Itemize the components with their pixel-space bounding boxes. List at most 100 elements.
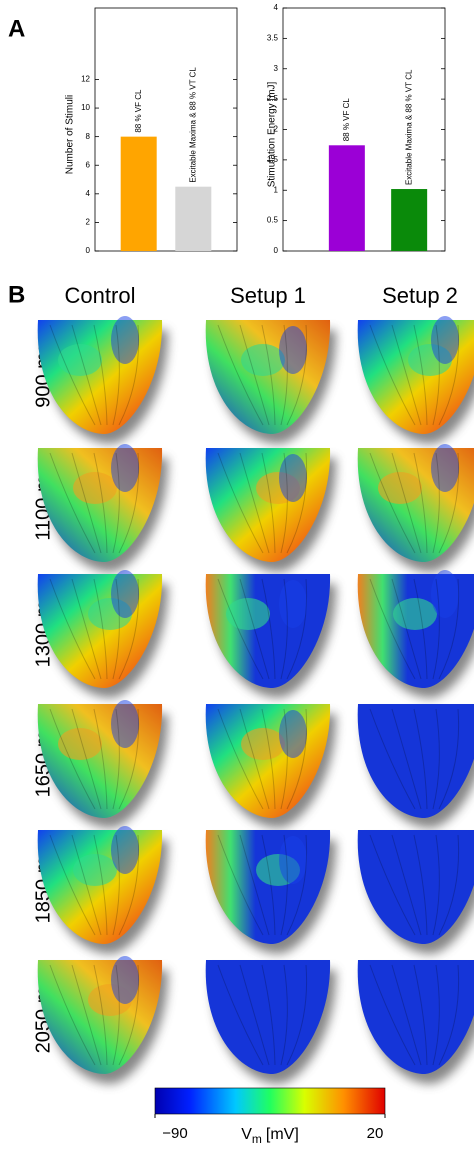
activation-blob [111,444,139,492]
y-tick-label: 0.5 [267,216,279,225]
fiber-line [93,708,108,810]
fiber-line [432,964,440,1066]
fiber-line [286,834,308,936]
fiber-line [432,708,440,810]
fiber-line [217,578,264,680]
fiber-line [239,578,270,680]
activation-blob [111,826,139,874]
fiber-line [261,578,276,680]
fiber-line [280,452,288,554]
heart-image [205,960,331,1074]
category-label: 88 % VF CL [134,89,143,133]
y-tick-label: 3 [274,64,279,73]
y-tick-label: 2.5 [267,94,279,103]
fiber-line [369,578,416,680]
y-tick-label: 1.5 [267,155,279,164]
activation-blob [279,326,307,374]
fiber-line [413,324,428,426]
fiber-line [49,834,96,936]
fiber-line [93,834,108,936]
heart-image [357,960,474,1074]
fiber-line [49,578,96,680]
fiber-line [261,324,276,426]
activation-blob [431,444,459,492]
activation-blob [431,570,459,618]
fiber-line [280,964,288,1066]
fiber-line [286,578,308,680]
y-axis-label: Number of Stimuli [65,95,76,174]
y-tick-label: 0 [274,246,279,255]
fiber-line [71,964,102,1066]
fiber-line [239,834,270,936]
fiber-line [413,578,428,680]
fiber-line [369,834,416,936]
activation-blob [279,836,307,884]
y-tick-label: 10 [81,103,90,112]
fiber-line [391,964,422,1066]
activation-blob [226,598,270,630]
fiber-line [112,324,120,426]
bar [328,145,365,251]
activation-blob [73,472,117,504]
y-tick-label: 4 [86,189,91,198]
fiber-line [280,578,288,680]
fiber-line [71,452,102,554]
bar [175,186,212,251]
activation-blob [58,728,102,760]
colorbar-label-main: V [241,1126,252,1143]
fiber-line [217,324,264,426]
activation-blob [111,956,139,1004]
fiber-line [286,964,308,1066]
y-tick-label: 12 [81,75,90,84]
fiber-line [93,964,108,1066]
y-tick-label: 2 [274,125,279,134]
fiber-line [261,452,276,554]
activation-blob [393,598,437,630]
fiber-line [49,452,96,554]
fiber-line [413,834,428,936]
fiber-line [286,452,308,554]
y-tick-label: 1 [274,185,279,194]
fiber-line [93,578,108,680]
fiber-line [438,452,460,554]
fiber-line [261,964,276,1066]
activation-blob [431,316,459,364]
activation-blob [111,570,139,618]
fiber-line [118,964,140,1066]
colorbar-label-unit: [mV] [266,1126,299,1143]
activation-blob [58,344,102,376]
fiber-line [413,708,428,810]
activation-blob [279,580,307,628]
y-tick-label: 6 [86,160,91,169]
fiber-line [432,324,440,426]
fiber-line [280,708,288,810]
category-label: Excitable Maxima & 88 % VT CL [188,67,197,183]
fiber-line [391,452,422,554]
fiber-line [112,452,120,554]
fiber-line [239,964,270,1066]
fiber-line [286,708,308,810]
activation-blob [111,700,139,748]
fiber-line [391,324,422,426]
fiber-line [118,578,140,680]
fiber-line [239,324,270,426]
fiber-line [112,834,120,936]
fiber-line [118,834,140,936]
fiber-line [438,964,460,1066]
fiber-line [93,452,108,554]
heart-image [357,830,474,944]
fiber-line [112,578,120,680]
column-header: Setup 2 [382,283,458,308]
colorbar-tick-label: 20 [367,1125,384,1142]
column-header: Control [65,283,136,308]
fiber-line [239,708,270,810]
bar [120,136,157,251]
category-label: 88 % VF CL [342,98,351,142]
panel-label: A [8,15,25,42]
fiber-line [217,452,264,554]
fiber-line [49,708,96,810]
fiber-line [49,964,96,1066]
y-tick-label: 2 [86,218,91,227]
fiber-line [369,452,416,554]
